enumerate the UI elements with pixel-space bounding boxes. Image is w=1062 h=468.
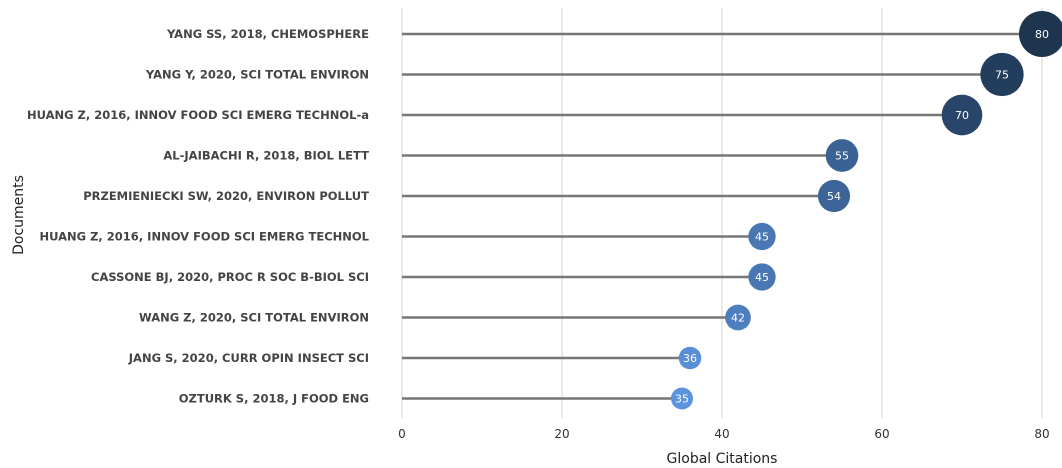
data-label: 75 <box>995 69 1009 82</box>
grid-layer <box>401 8 1043 418</box>
y-axis-title: Documents <box>11 175 27 255</box>
category-label: WANG Z, 2020, SCI TOTAL ENVIRON <box>139 311 369 325</box>
category-label: AL-JAIBACHI R, 2018, BIOL LETT <box>163 149 369 163</box>
data-point[interactable] <box>748 263 776 291</box>
data-label: 45 <box>755 231 769 244</box>
data-point[interactable] <box>1019 11 1062 57</box>
x-tick-labels: 0 20 40 60 80 <box>398 427 1049 441</box>
x-tick-label: 60 <box>874 427 889 441</box>
data-label: 70 <box>955 109 969 122</box>
data-point[interactable] <box>678 346 702 370</box>
data-label: 35 <box>675 393 689 406</box>
data-label: 42 <box>731 312 745 325</box>
x-tick-label: 40 <box>714 427 729 441</box>
data-point[interactable] <box>671 387 693 410</box>
data-label: 55 <box>835 150 849 163</box>
data-label: 45 <box>755 271 769 284</box>
stems-layer <box>402 32 1042 400</box>
x-tick-label: 0 <box>398 427 406 441</box>
category-label: HUANG Z, 2016, INNOV FOOD SCI EMERG TECH… <box>40 230 370 244</box>
data-point[interactable] <box>748 222 776 251</box>
data-point[interactable] <box>725 304 751 331</box>
dots-layer: 80 75 70 55 54 45 45 42 36 35 <box>671 11 1062 410</box>
category-label: YANG SS, 2018, CHEMOSPHERE <box>166 27 369 41</box>
data-label: 80 <box>1035 28 1049 41</box>
x-tick-label: 80 <box>1034 427 1049 441</box>
category-labels: YANG SS, 2018, CHEMOSPHERE YANG Y, 2020, … <box>27 27 370 406</box>
category-label: PRZEMIENIECKI SW, 2020, ENVIRON POLLUT <box>83 189 369 203</box>
data-point[interactable] <box>817 179 851 213</box>
data-point[interactable] <box>980 52 1024 97</box>
category-label: HUANG Z, 2016, INNOV FOOD SCI EMERG TECH… <box>27 108 369 122</box>
data-point[interactable] <box>825 139 859 172</box>
category-label: OZTURK S, 2018, J FOOD ENG <box>179 392 369 406</box>
category-label: CASSONE BJ, 2020, PROC R SOC B-BIOL SCI <box>91 270 369 284</box>
x-tick-label: 20 <box>554 427 569 441</box>
data-label: 36 <box>683 352 697 365</box>
x-axis-title: Global Citations <box>667 451 778 467</box>
data-label: 54 <box>827 190 841 203</box>
category-label: JANG S, 2020, CURR OPIN INSECT SCI <box>128 351 369 365</box>
category-label: YANG Y, 2020, SCI TOTAL ENVIRON <box>145 68 369 82</box>
data-point[interactable] <box>941 94 983 136</box>
